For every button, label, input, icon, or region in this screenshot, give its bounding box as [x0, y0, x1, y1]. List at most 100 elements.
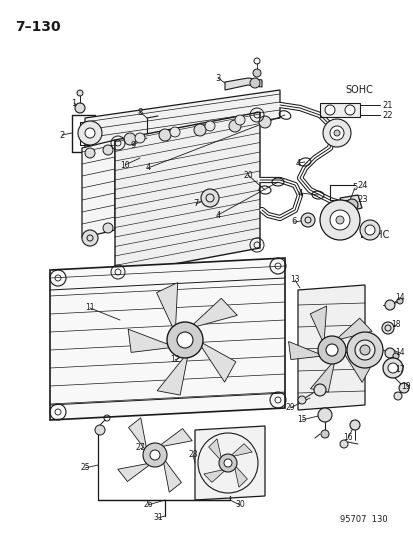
- Circle shape: [82, 230, 98, 246]
- Text: 7–130: 7–130: [15, 20, 60, 34]
- Text: 10: 10: [120, 160, 130, 169]
- Text: 17: 17: [394, 366, 404, 375]
- Circle shape: [364, 225, 374, 235]
- Circle shape: [349, 420, 359, 430]
- Circle shape: [317, 336, 345, 364]
- Text: 4: 4: [215, 211, 220, 220]
- Circle shape: [396, 298, 402, 304]
- Text: SOHC: SOHC: [344, 85, 372, 95]
- Polygon shape: [85, 90, 279, 148]
- Polygon shape: [341, 350, 370, 382]
- Circle shape: [322, 119, 350, 147]
- Polygon shape: [82, 140, 115, 238]
- Polygon shape: [162, 457, 181, 492]
- Circle shape: [339, 440, 347, 448]
- Text: 5: 5: [351, 183, 357, 192]
- Circle shape: [170, 127, 180, 137]
- Circle shape: [319, 200, 359, 240]
- Circle shape: [201, 189, 218, 207]
- Text: 23: 23: [356, 196, 367, 205]
- Circle shape: [320, 430, 328, 438]
- Circle shape: [382, 358, 402, 378]
- Circle shape: [85, 128, 95, 138]
- Polygon shape: [188, 298, 237, 328]
- Circle shape: [235, 115, 244, 125]
- Text: DOHC: DOHC: [359, 230, 389, 240]
- Polygon shape: [309, 306, 326, 344]
- Polygon shape: [339, 195, 361, 212]
- Circle shape: [344, 105, 354, 115]
- Text: 26: 26: [143, 500, 152, 510]
- Circle shape: [177, 332, 192, 348]
- Polygon shape: [157, 429, 192, 447]
- Polygon shape: [229, 443, 252, 457]
- Circle shape: [325, 344, 337, 356]
- Circle shape: [218, 454, 236, 472]
- Polygon shape: [208, 439, 222, 462]
- Circle shape: [223, 459, 231, 467]
- Circle shape: [398, 383, 408, 393]
- Polygon shape: [195, 426, 264, 500]
- Text: 2: 2: [59, 131, 64, 140]
- Text: 31: 31: [153, 513, 162, 522]
- Text: 29: 29: [285, 403, 294, 413]
- Circle shape: [300, 213, 314, 227]
- Circle shape: [329, 210, 349, 230]
- Circle shape: [252, 69, 260, 77]
- Circle shape: [150, 450, 159, 460]
- Text: 13: 13: [290, 276, 299, 285]
- Circle shape: [333, 130, 339, 136]
- Text: 18: 18: [390, 320, 400, 329]
- Circle shape: [345, 199, 357, 211]
- Polygon shape: [233, 464, 247, 487]
- Circle shape: [85, 148, 95, 158]
- Text: 4: 4: [294, 158, 300, 167]
- Circle shape: [346, 332, 382, 368]
- Circle shape: [335, 216, 343, 224]
- Circle shape: [387, 363, 397, 373]
- Polygon shape: [197, 340, 235, 382]
- Polygon shape: [310, 360, 334, 392]
- Text: 25: 25: [80, 464, 90, 472]
- Text: 28: 28: [188, 450, 197, 459]
- Text: 9: 9: [130, 141, 135, 149]
- Text: 3: 3: [215, 74, 220, 83]
- Text: 11: 11: [85, 303, 95, 312]
- Polygon shape: [128, 418, 147, 453]
- Circle shape: [135, 133, 145, 143]
- Circle shape: [77, 90, 83, 96]
- Circle shape: [384, 300, 394, 310]
- Text: 6: 6: [291, 217, 296, 227]
- Circle shape: [204, 121, 214, 131]
- Circle shape: [313, 384, 325, 396]
- Circle shape: [194, 124, 206, 136]
- Circle shape: [392, 353, 398, 359]
- Circle shape: [142, 443, 166, 467]
- Polygon shape: [288, 342, 323, 360]
- Circle shape: [329, 126, 343, 140]
- Circle shape: [103, 223, 113, 233]
- Circle shape: [124, 133, 136, 145]
- Circle shape: [317, 408, 331, 422]
- Circle shape: [324, 105, 334, 115]
- Circle shape: [159, 129, 171, 141]
- Text: 1: 1: [71, 99, 76, 108]
- Text: 14: 14: [394, 349, 404, 358]
- Polygon shape: [128, 329, 175, 352]
- Circle shape: [75, 103, 85, 113]
- Text: 20: 20: [242, 171, 252, 180]
- Text: 19: 19: [400, 383, 410, 392]
- Text: 30: 30: [235, 500, 244, 510]
- Circle shape: [384, 348, 394, 358]
- Text: 12: 12: [170, 356, 179, 365]
- Text: 27: 27: [135, 443, 145, 453]
- Circle shape: [166, 322, 202, 358]
- Text: 4: 4: [145, 164, 150, 173]
- Polygon shape: [203, 469, 226, 482]
- Circle shape: [359, 345, 369, 355]
- Polygon shape: [117, 463, 152, 481]
- Polygon shape: [115, 112, 259, 275]
- Text: 16: 16: [342, 433, 352, 442]
- Polygon shape: [334, 318, 371, 341]
- Circle shape: [359, 220, 379, 240]
